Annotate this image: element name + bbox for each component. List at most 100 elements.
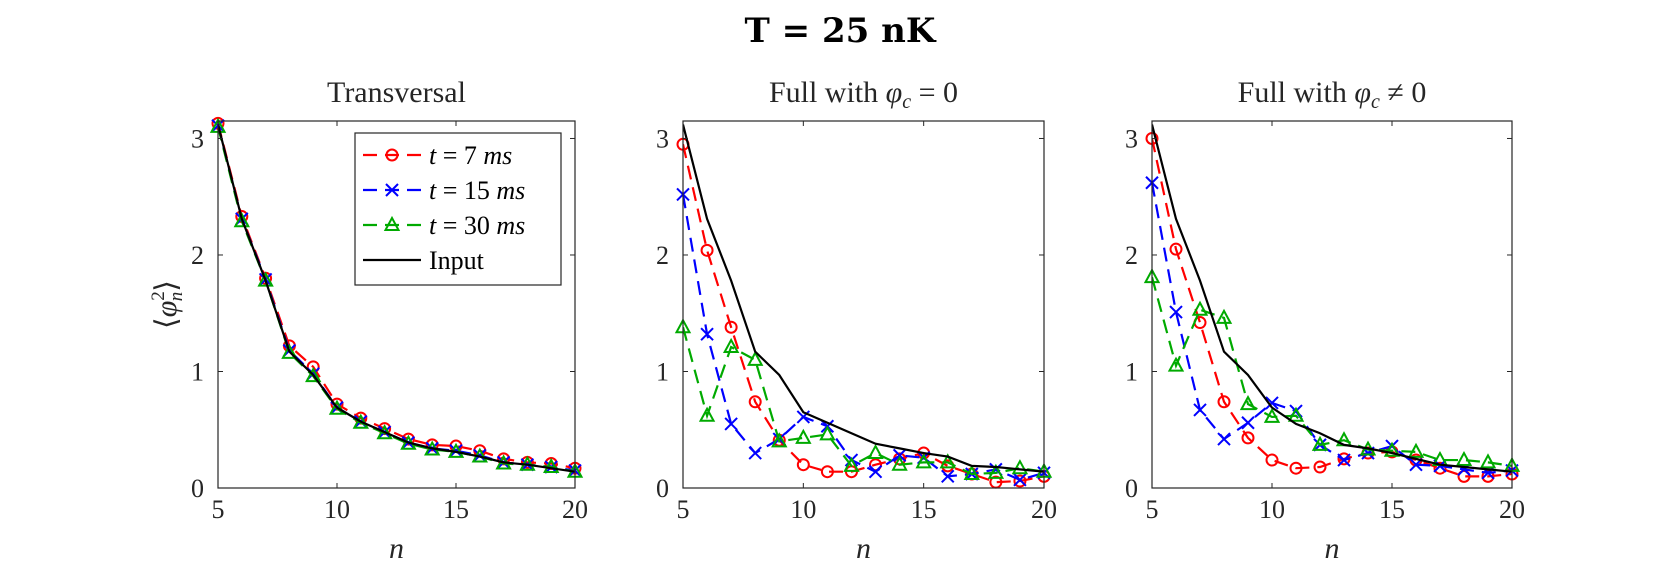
legend-label-t-15-ms: t = 15 ms	[429, 176, 525, 205]
data-point-t-7-ms-12	[1313, 460, 1327, 474]
data-point-t-7-ms-11	[1289, 461, 1303, 475]
legend-marker-t-30-ms	[383, 215, 401, 231]
data-point-t-15-ms-6	[700, 327, 714, 341]
legend-label-input: Input	[429, 246, 485, 275]
legend-entry-t-30-ms: t = 30 ms	[363, 211, 525, 240]
data-point-t-30-ms-7	[257, 271, 274, 287]
x-tick-label: 5	[677, 495, 690, 524]
data-point-t-30-ms-13	[867, 443, 884, 460]
data-point-t-30-ms-7	[1191, 300, 1209, 316]
data-point-t-30-ms-6	[698, 406, 716, 422]
legend-label-t-30-ms: t = 30 ms	[429, 211, 525, 240]
series-line-input	[1152, 124, 1512, 473]
panel-title: Full with φc ≠ 0	[1238, 76, 1427, 113]
series-input	[1152, 124, 1512, 473]
data-point-t-15-ms-14	[892, 448, 907, 463]
data-point-t-30-ms-17	[963, 464, 980, 481]
data-point-t-30-ms-9	[305, 367, 322, 383]
y-tick-label: 3	[191, 124, 204, 153]
data-point-t-30-ms-12	[376, 424, 393, 440]
data-point-t-15-ms-10	[1265, 396, 1279, 410]
legend-entry-input: Input	[363, 246, 485, 275]
plot-frame	[1151, 120, 1513, 489]
y-tick-label: 2	[656, 241, 669, 270]
x-tick-label: 15	[911, 495, 937, 524]
y-tick-label: 0	[656, 474, 669, 503]
data-point-t-7-ms-9	[1241, 431, 1255, 445]
panel-2: 5 10 15 20 0 1 2 3 Full with φc = 0 n	[656, 76, 1057, 565]
data-point-t-15-ms-16	[941, 469, 955, 484]
data-point-t-30-ms-11	[1287, 406, 1305, 422]
series-line-t-7-ms	[1152, 138, 1512, 478]
series-t-30-ms	[674, 318, 1053, 481]
data-point-t-7-ms-19	[1481, 469, 1495, 483]
series-line-input	[683, 124, 1044, 473]
legend-entry-t-15-ms: t = 15 ms	[363, 176, 525, 205]
data-point-t-30-ms-15	[915, 453, 932, 469]
series-input	[218, 124, 575, 473]
data-point-t-15-ms-9	[1241, 416, 1255, 430]
data-point-t-15-ms-13	[1337, 453, 1351, 467]
y-tick-label: 1	[1125, 357, 1138, 386]
data-point-t-7-ms-10	[796, 458, 810, 472]
series-input	[683, 124, 1044, 473]
data-point-t-7-ms-8	[748, 395, 762, 409]
data-point-t-30-ms-15	[1383, 441, 1401, 457]
data-point-t-15-ms-8	[1217, 432, 1231, 446]
data-point-t-15-ms-19	[1013, 473, 1027, 487]
panel-3: 5 10 15 20 0 1 2 3 Full with φc ≠ 0 n	[1125, 76, 1525, 565]
y-axis-label: ⟨φ2n⟩	[148, 280, 187, 329]
data-point-t-30-ms-16	[939, 453, 956, 469]
data-point-t-30-ms-6	[233, 212, 250, 228]
data-point-t-7-ms-7	[724, 320, 738, 334]
data-point-t-7-ms-6	[1169, 242, 1183, 256]
legend-entry-t-7-ms: t = 7 ms	[363, 141, 512, 170]
y-tick-label: 3	[1125, 124, 1138, 153]
data-point-t-7-ms-19	[1013, 474, 1027, 488]
data-point-t-30-ms-7	[722, 337, 740, 354]
plot-frame	[682, 120, 1045, 489]
data-point-t-30-ms-10	[795, 428, 812, 444]
data-point-t-30-ms-19	[543, 457, 560, 474]
x-axis-label: n	[389, 532, 404, 565]
data-point-t-30-ms-8	[1215, 308, 1233, 324]
series-line-t-30-ms	[683, 326, 1044, 476]
data-point-t-15-ms-16	[473, 448, 487, 463]
data-point-t-7-ms-18	[1457, 469, 1471, 483]
data-point-t-30-ms-19	[1011, 459, 1029, 475]
data-point-t-30-ms-12	[1311, 435, 1329, 451]
series-line-t-15-ms	[683, 194, 1044, 482]
data-point-t-30-ms-19	[1479, 453, 1497, 469]
panel-title: Full with φc = 0	[769, 76, 958, 113]
data-point-t-30-ms-6	[1167, 356, 1185, 372]
y-tick-label: 0	[1125, 474, 1138, 503]
data-point-t-7-ms-13	[869, 458, 883, 472]
y-tick-label: 2	[1125, 241, 1138, 270]
figure-suptitle: T = 25 nK	[745, 11, 937, 51]
legend-label-t-7-ms: t = 7 ms	[429, 141, 512, 170]
y-tick-label: 1	[191, 357, 204, 386]
data-point-t-30-ms-11	[819, 425, 836, 441]
x-tick-label: 10	[1259, 495, 1285, 524]
data-point-t-7-ms-6	[700, 243, 714, 257]
legend-marker-t-15-ms	[385, 183, 399, 197]
x-tick-label: 5	[212, 495, 225, 524]
series-line-t-15-ms	[1152, 182, 1512, 474]
x-tick-label: 20	[562, 495, 588, 524]
data-point-t-7-ms-17	[1433, 461, 1447, 475]
data-point-t-30-ms-18	[987, 463, 1005, 479]
legend-marker-t-7-ms	[385, 148, 399, 162]
data-point-t-30-ms-12	[843, 456, 860, 472]
legend: t = 7 ms t = 15 ms t = 30 ms Input	[354, 132, 562, 286]
x-tick-label: 20	[1031, 495, 1057, 524]
data-point-t-30-ms-9	[1239, 395, 1257, 411]
data-point-t-15-ms-7	[724, 417, 738, 431]
data-point-t-15-ms-8	[748, 446, 762, 460]
series-line-t-7-ms	[683, 144, 1044, 484]
x-tick-label: 10	[324, 495, 350, 524]
series-line-t-7-ms	[218, 123, 575, 470]
data-point-t-30-ms-9	[771, 432, 788, 448]
data-point-t-15-ms-13	[868, 464, 883, 479]
